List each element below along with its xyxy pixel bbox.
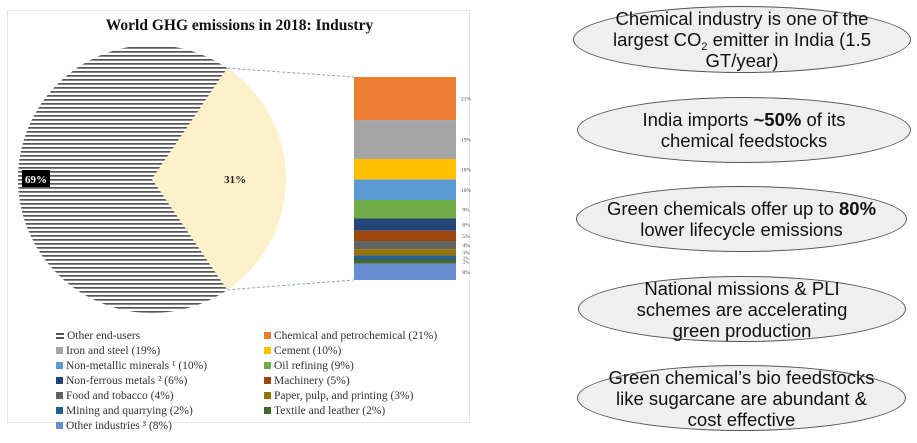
callout-text-part: Green chemicals offer up to [606,198,840,219]
legend-item: Paper, pulp, and printing (3%) [264,388,476,403]
bar-segment-chemical-and-petrochemical [354,77,456,121]
bar-label: 19% [461,138,471,144]
legend-swatch [264,347,271,354]
pie-slice-other-end-users [17,45,228,313]
legend-swatch [264,407,271,414]
callout-text: Chemical industry is one of the largest … [592,8,892,71]
bar-label: 5% [462,234,470,240]
callout-text: India imports ~50% of its chemical feeds… [624,109,864,151]
legend-item: Iron and steel (19%) [56,343,264,358]
bar-segment-non-metallic-minerals [354,179,456,201]
bar-segment-cement [354,159,456,180]
legend-swatch [56,347,63,354]
bar-segment-iron-and-steel [354,120,456,160]
legend-item: Mining and quarrying (2%) [56,403,264,418]
bar-label: 10% [461,167,471,173]
legend-label: Paper, pulp, and printing (3%) [274,389,414,402]
bar-label: 2% [463,255,469,260]
bar-label: 4% [462,243,470,249]
callout-co2-emitter: Chemical industry is one of the largest … [573,6,911,73]
callout-text-part: lower lifecycle emissions [640,219,843,240]
bar-segment-food-and-tobacco [354,241,456,250]
legend-label: Textile and leather (2%) [274,404,386,417]
legend-swatch [56,332,64,339]
legend-item: Food and tobacco (4%) [56,388,264,403]
callout-text: Green chemical’s bio feedstocks like sug… [597,367,887,430]
legend-label: Oil refining (9%) [274,359,354,372]
callout-text-part: emitter in India (1.5 GT/year) [705,29,872,71]
callout-subscript: 2 [701,41,708,53]
callout-national-missions: National missions & PLI schemes are acce… [578,276,906,342]
legend-swatch [264,332,271,339]
legend-item: Machinery (5%) [264,373,476,388]
legend-item: Textile and leather (2%) [264,403,476,418]
chart-frame: World GHG emissions in 2018: Industry 69… [7,10,471,432]
connector-line-top [227,67,355,78]
bar-label: 2% [463,260,469,265]
bar-label: 3% [462,250,470,256]
legend-label: Chemical and petrochemical (21%) [274,329,438,342]
pie-label-industry: 31% [224,174,246,186]
callout-text-part: National missions & PLI schemes are acce… [636,277,848,341]
callout-emphasis: 80% [839,198,877,219]
legend-item: Chemical and petrochemical (21%) [264,328,476,343]
connector-line-bottom [227,279,355,291]
legend-item: Non-ferrous metals ² (6%) [56,373,264,388]
legend-label: Non-ferrous metals ² (6%) [66,374,188,387]
legend-item: Cement (10%) [264,343,476,358]
bar-segment-mining-and-quarrying [354,255,456,260]
bar-segment-paper-pulp-and-printing [354,249,456,256]
legend-item: Oil refining (9%) [264,358,476,373]
pie-slice-industry [152,68,286,290]
legend-swatch [56,407,63,414]
legend-label: Other end-users [67,329,141,342]
bar-segment-other-industries [354,263,456,280]
legend-label: Iron and steel (19%) [66,344,161,357]
callout-text-part: India imports [642,109,754,130]
callout-text-part: Chemical industry is one of the largest … [612,8,869,50]
bar-label: 8% [462,270,470,276]
bar-label: 10% [461,188,471,194]
legend-label: Machinery (5%) [274,374,350,387]
chart-title: World GHG emissions in 2018: Industry [105,17,374,34]
legend-label: Food and tobacco (4%) [66,389,174,402]
callout-bio-feedstocks: Green chemical’s bio feedstocks like sug… [577,365,906,431]
legend-swatch [56,362,63,369]
legend-item: Other end-users [56,328,264,343]
legend-swatch [56,392,63,399]
bar-label: 6% [462,223,470,229]
bar-segment-non-ferrous-metals [354,218,456,231]
legend-swatch [264,392,271,399]
callout-text: National missions & PLI schemes are acce… [612,278,872,341]
legend-swatch [56,377,63,384]
callout-text-part: Green chemical’s bio feedstocks like sug… [608,366,875,430]
legend-label: Mining and quarrying (2%) [66,404,193,417]
legend-swatch [56,422,63,429]
callout-feedstock-imports: India imports ~50% of its chemical feeds… [577,97,911,163]
bar-segment-oil-refining [354,200,456,219]
pie-of-bar-chart: 69% 31%21%19%10%10%9%6%5%4%3%2%2%8% [17,45,471,313]
bar-segment-textile-and-leather [354,259,456,264]
bar-label: 21% [461,97,471,103]
legend-label: Non-metallic minerals ¹ (10%) [66,359,208,372]
bar-segment-machinery [354,230,456,242]
legend-item: Other industries ³ (8%) [56,418,264,433]
legend-swatch [264,362,271,369]
callout-text-part: of its chemical feedstocks [660,109,846,151]
callout-emphasis: ~50% [753,109,802,130]
legend-swatch [264,377,271,384]
legend-label: Other industries ³ (8%) [66,419,172,432]
pie-label-box-other [22,170,50,187]
pie-label-other: 69% [25,174,47,186]
legend-item: Non-metallic minerals ¹ (10%) [56,358,264,373]
callout-text: Green chemicals offer up to 80% lower li… [592,198,892,240]
chart-legend: Other end-users Chemical and petrochemica… [56,328,476,433]
callout-lower-emissions: Green chemicals offer up to 80% lower li… [576,186,907,252]
legend-label: Cement (10%) [274,344,342,357]
bar-label: 9% [462,207,470,213]
